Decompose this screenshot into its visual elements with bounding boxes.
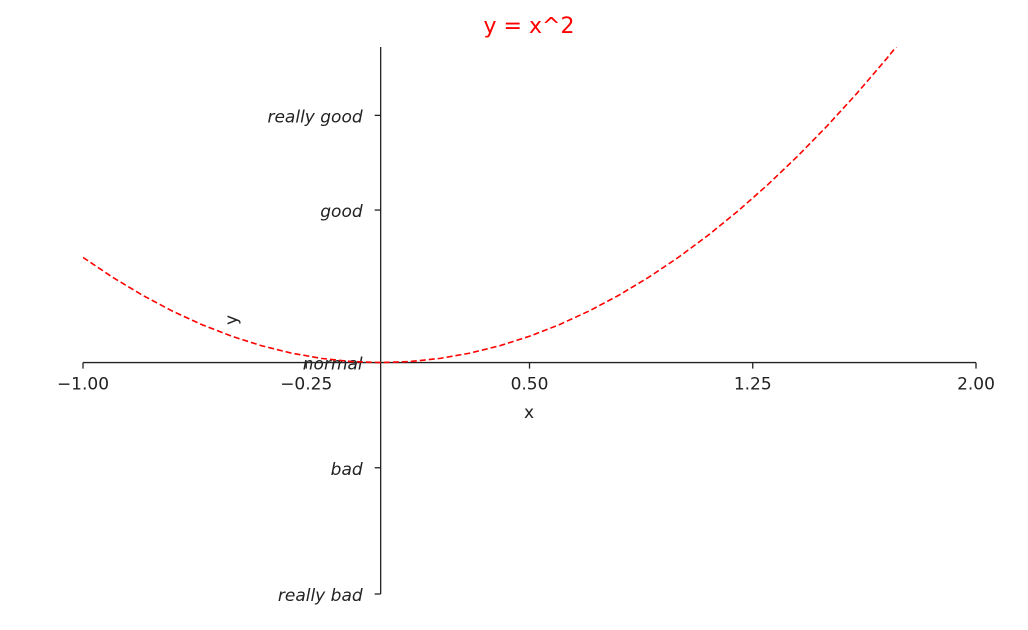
data-line	[83, 47, 898, 364]
x-tick-label: 1.25	[734, 375, 772, 395]
y-tick-label: really good	[267, 107, 362, 127]
x-tick-label: 0.50	[511, 375, 549, 395]
y-tick-label: bad	[331, 460, 363, 480]
x-tick-label: 2.00	[957, 375, 995, 395]
y-tick-label: normal	[303, 355, 363, 375]
y-axis-label: y	[222, 315, 242, 325]
chart-title: y = x^2	[484, 14, 575, 39]
x-tick-label: −1.00	[57, 375, 109, 395]
y-tick-label: good	[320, 202, 363, 222]
x-tick-label: −0.25	[280, 375, 332, 395]
y-tick-label: really bad	[278, 586, 363, 606]
x-axis-label: x	[524, 403, 534, 423]
